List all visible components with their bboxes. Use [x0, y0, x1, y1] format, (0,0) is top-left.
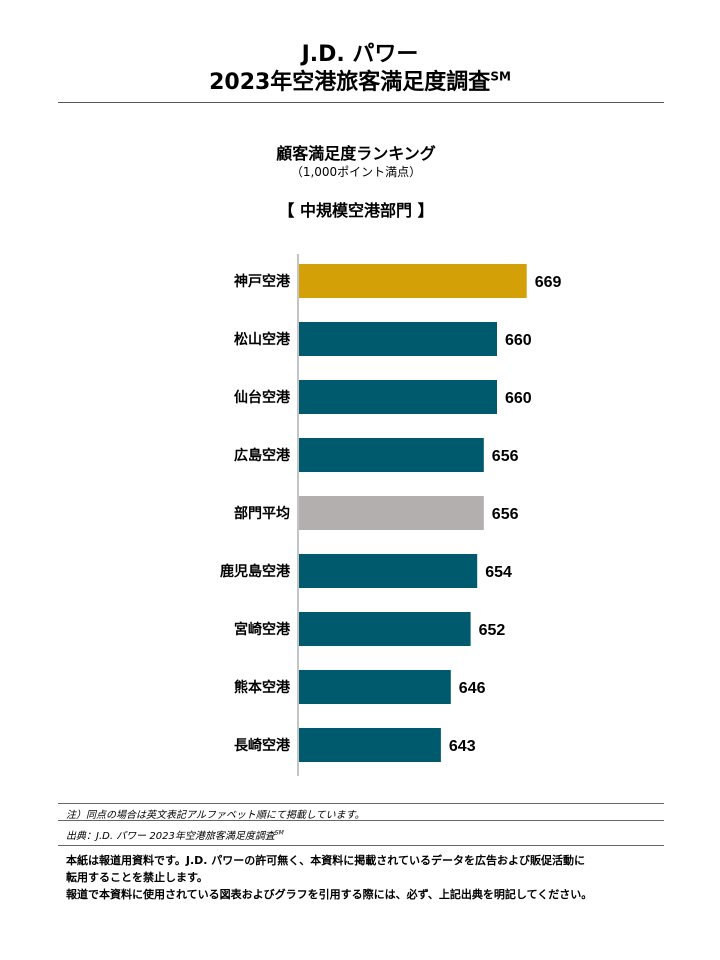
segment-label: 【 中規模空港部門 】	[278, 201, 434, 220]
ranking-bar-chart: 神戸空港 669 松山空港 660 仙台空港 660 広島空港 656 部門平均 656 鹿児島空港…	[219, 254, 562, 776]
brand-title: J.D. パワー	[301, 42, 419, 67]
data-label: 643	[449, 738, 476, 755]
bar	[299, 322, 497, 356]
category-label: 仙台空港	[234, 389, 291, 406]
source-mark: SM	[274, 829, 284, 837]
ranking-title: 顧客満足度ランキング	[276, 144, 436, 163]
category-label: 松山空港	[234, 331, 291, 348]
bar	[299, 612, 471, 646]
source-note: 出典：J.D. パワー 2023年空港旅客満足度調査SM	[66, 827, 284, 842]
data-label: 660	[505, 332, 532, 349]
note-divider-bottom	[58, 845, 664, 846]
category-label: 部門平均	[234, 505, 290, 522]
data-label: 660	[505, 390, 532, 407]
disclaimer-line: 転用することを禁止します。	[66, 871, 208, 884]
survey-title: 2023年空港旅客満足度調査SM	[0, 64, 720, 96]
bar	[299, 264, 527, 298]
bar	[299, 554, 478, 588]
disclaimer-line: 報道で本資料に使用されている図表およびグラフを引用する際には、必ず、上記出典を明…	[66, 888, 593, 901]
category-label: 神戸空港	[234, 273, 291, 290]
category-label: 長崎空港	[234, 737, 291, 754]
bar	[299, 728, 441, 762]
data-label: 646	[459, 680, 486, 697]
header-divider	[58, 102, 664, 103]
category-label: 広島空港	[234, 447, 291, 464]
data-label: 652	[479, 622, 506, 639]
data-label: 669	[535, 274, 562, 291]
note-divider-mid	[58, 820, 664, 821]
bar	[299, 380, 497, 414]
tie-note: 注）同点の場合は英文表記アルファベット順にて掲載しています。	[66, 810, 365, 821]
bar	[299, 496, 484, 530]
category-label: 宮崎空港	[234, 621, 291, 638]
note-divider-top	[58, 803, 664, 804]
bar	[299, 670, 451, 704]
disclaimer: 本紙は報道用資料です。J.D. パワーの許可無く、本資料に掲載されているデータを…	[66, 852, 666, 903]
data-label: 656	[492, 448, 519, 465]
points-note: （1,000ポイント満点）	[290, 165, 422, 179]
source-text: 出典：J.D. パワー 2023年空港旅客満足度調査	[66, 831, 275, 842]
data-label: 656	[492, 506, 519, 523]
survey-title-text: 2023年空港旅客満足度調査	[209, 70, 491, 95]
service-mark: SM	[490, 69, 511, 84]
category-label: 鹿児島空港	[219, 563, 291, 580]
bar	[299, 438, 484, 472]
disclaimer-line: 本紙は報道用資料です。J.D. パワーの許可無く、本資料に掲載されているデータを…	[66, 854, 585, 867]
data-label: 654	[485, 564, 512, 581]
category-label: 熊本空港	[234, 679, 291, 696]
